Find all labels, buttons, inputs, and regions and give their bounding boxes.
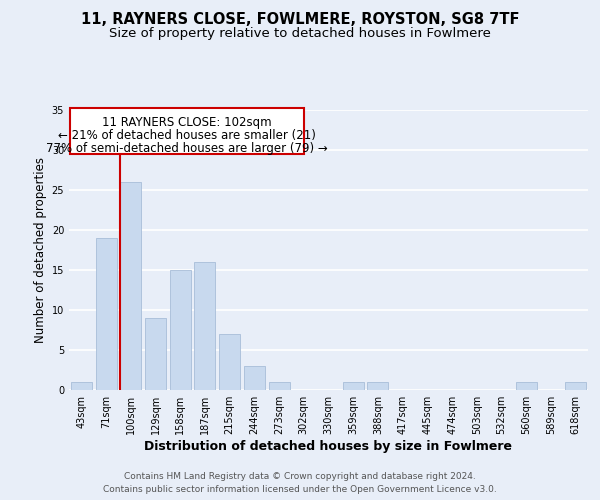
Text: ← 21% of detached houses are smaller (21): ← 21% of detached houses are smaller (21… xyxy=(58,129,316,142)
Text: Contains HM Land Registry data © Crown copyright and database right 2024.: Contains HM Land Registry data © Crown c… xyxy=(124,472,476,481)
X-axis label: Distribution of detached houses by size in Fowlmere: Distribution of detached houses by size … xyxy=(145,440,512,453)
Text: 11, RAYNERS CLOSE, FOWLMERE, ROYSTON, SG8 7TF: 11, RAYNERS CLOSE, FOWLMERE, ROYSTON, SG… xyxy=(81,12,519,28)
Text: Contains public sector information licensed under the Open Government Licence v3: Contains public sector information licen… xyxy=(103,485,497,494)
Bar xyxy=(194,262,215,390)
Bar xyxy=(269,382,290,390)
Bar xyxy=(343,382,364,390)
Bar xyxy=(71,382,92,390)
Bar xyxy=(145,318,166,390)
Bar xyxy=(516,382,537,390)
Bar xyxy=(120,182,141,390)
Bar xyxy=(565,382,586,390)
Bar xyxy=(244,366,265,390)
Text: 11 RAYNERS CLOSE: 102sqm: 11 RAYNERS CLOSE: 102sqm xyxy=(102,116,272,128)
Bar xyxy=(170,270,191,390)
Text: Size of property relative to detached houses in Fowlmere: Size of property relative to detached ho… xyxy=(109,28,491,40)
Bar xyxy=(95,238,116,390)
Y-axis label: Number of detached properties: Number of detached properties xyxy=(34,157,47,343)
Bar xyxy=(219,334,240,390)
FancyBboxPatch shape xyxy=(70,108,304,154)
Text: 77% of semi-detached houses are larger (79) →: 77% of semi-detached houses are larger (… xyxy=(46,142,328,155)
Bar xyxy=(367,382,388,390)
